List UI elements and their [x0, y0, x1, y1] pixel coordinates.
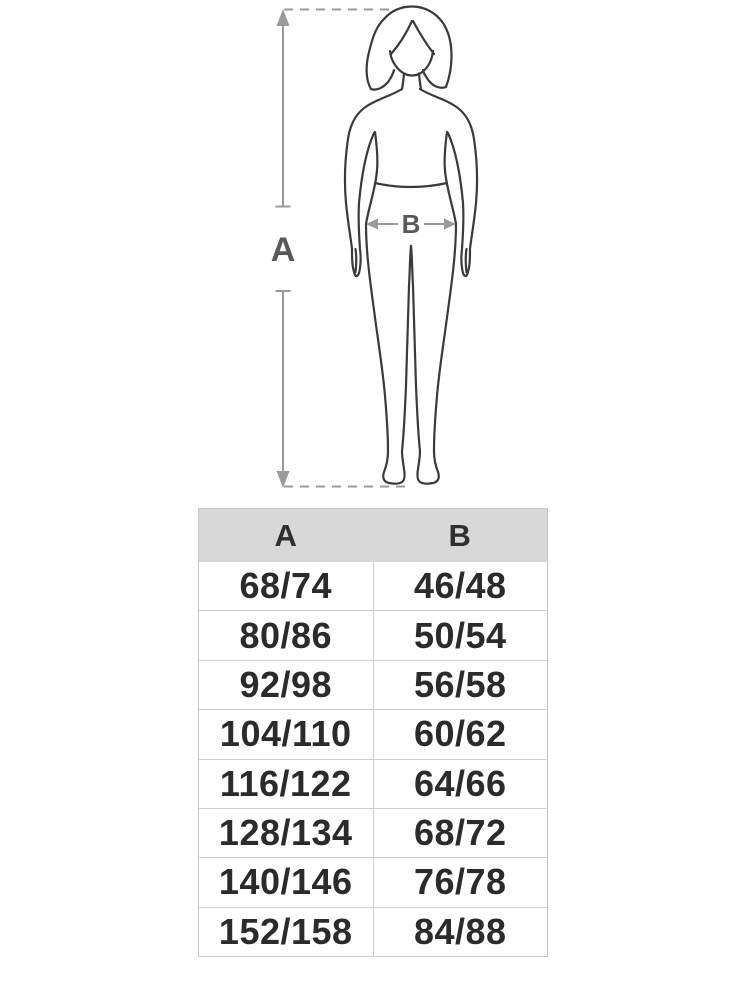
cell-b: 50/54 [372, 611, 548, 660]
cell-b: 84/88 [372, 907, 548, 956]
arrow-up-icon [276, 9, 290, 26]
hair-outline [365, 5, 453, 91]
cell-a: 92/98 [239, 663, 333, 705]
cell-a: 128/134 [218, 812, 353, 854]
neck-line-right [417, 72, 423, 91]
cell-a: 140/146 [218, 861, 353, 903]
cell-a: 104/110 [219, 713, 352, 755]
table-row: 140/146 76/78 [199, 857, 548, 907]
hair-flip-right [421, 68, 448, 89]
cell-a: 68/74 [239, 565, 333, 607]
hair-flip-left [369, 68, 396, 91]
arm-right [418, 87, 479, 278]
waistband-line [373, 181, 449, 189]
cell-a: 80/86 [239, 614, 333, 656]
size-table-header-a: A [274, 517, 298, 553]
hand-finger-left [354, 247, 358, 274]
arm-left [343, 87, 404, 278]
size-table-header-b: B [448, 517, 472, 553]
table-row: 152/158 84/88 [199, 906, 548, 956]
hand-finger-right [464, 247, 468, 274]
size-table-header: A B [199, 509, 547, 562]
arrow-left-icon [366, 218, 378, 230]
table-row: 80/86 50/54 [199, 610, 548, 660]
table-row: 128/134 68/72 [199, 807, 548, 858]
face-outline [388, 49, 435, 77]
cell-b: 46/48 [372, 562, 548, 611]
neck-line-left [400, 72, 406, 91]
arrow-down-icon [276, 471, 290, 488]
measurement-b: B [366, 209, 456, 239]
arrow-right-icon [444, 218, 456, 230]
hair-bang-left [389, 19, 414, 56]
torso-leg-left [364, 130, 413, 485]
table-row: 92/98 56/58 [199, 659, 548, 710]
measure-label-b: B [402, 209, 421, 239]
cell-b: 56/58 [372, 660, 548, 710]
cell-b: 76/78 [372, 858, 548, 907]
cell-b: 68/72 [372, 808, 548, 858]
torso-leg-right [409, 130, 458, 485]
measure-label-a: A [271, 231, 296, 269]
table-row: 116/122 64/66 [199, 758, 548, 808]
body-measurement-diagram: A B [271, 5, 479, 488]
size-table: A B 68/74 46/48 80/86 50/54 92/98 56/58 … [198, 508, 548, 957]
measurement-a: A [271, 8, 407, 488]
hair-bang-right [411, 19, 436, 56]
cell-b: 60/62 [372, 710, 548, 759]
cell-a: 116/122 [219, 762, 352, 804]
table-row: 68/74 46/48 [199, 562, 548, 611]
woman-figure-outline [343, 5, 479, 485]
cell-a: 152/158 [218, 910, 353, 952]
table-row: 104/110 60/62 [199, 709, 548, 759]
cell-b: 64/66 [372, 759, 548, 808]
